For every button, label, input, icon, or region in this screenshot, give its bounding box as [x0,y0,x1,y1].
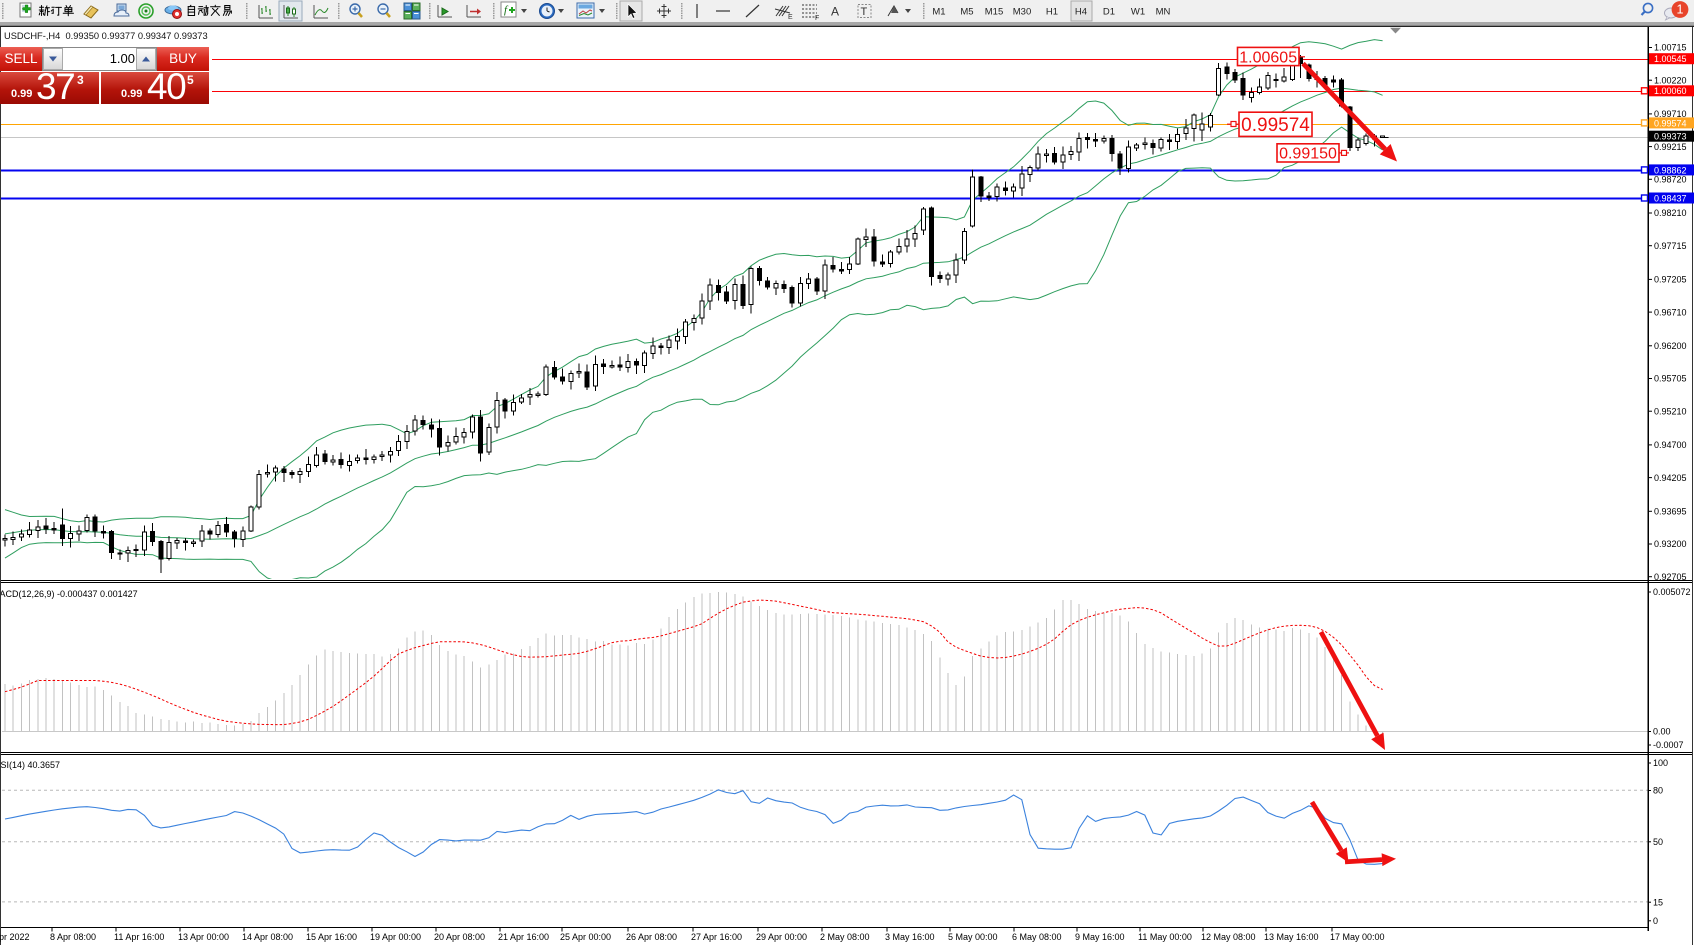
svg-text:25 Apr 00:00: 25 Apr 00:00 [560,932,611,942]
svg-text:19 Apr 00:00: 19 Apr 00:00 [370,932,421,942]
svg-text:f: f [504,4,509,16]
svg-text:11 Apr 16:00: 11 Apr 16:00 [114,932,164,942]
svg-text:2 May 08:00: 2 May 08:00 [820,932,870,942]
svg-text:0.99215: 0.99215 [1654,142,1687,152]
svg-text:0.94700: 0.94700 [1654,440,1687,450]
svg-text:80: 80 [1653,786,1663,796]
svg-text:0.94205: 0.94205 [1654,473,1687,483]
svg-text:A: A [831,5,839,19]
svg-text:0.96710: 0.96710 [1654,307,1687,317]
svg-text:0.98862: 0.98862 [1654,165,1687,175]
svg-text:1.00545: 1.00545 [1654,54,1687,64]
svg-text:9 May 16:00: 9 May 16:00 [1075,932,1125,942]
svg-text:T: T [861,6,868,18]
svg-text:0: 0 [1653,916,1658,926]
svg-text:13 Apr 00:00: 13 Apr 00:00 [178,932,229,942]
svg-text:50: 50 [1653,837,1663,847]
svg-text:1.00715: 1.00715 [1654,43,1687,53]
svg-text:15: 15 [1653,897,1663,907]
svg-text:1.00220: 1.00220 [1654,75,1687,85]
svg-text:12 May 08:00: 12 May 08:00 [1201,932,1256,942]
svg-text:-0.0007: -0.0007 [1653,740,1684,750]
svg-text:M5: M5 [960,7,973,18]
svg-text:17 May 00:00: 17 May 00:00 [1330,932,1385,942]
svg-text:100: 100 [1653,758,1668,768]
svg-text:15 Apr 16:00: 15 Apr 16:00 [306,932,357,942]
svg-text:0.98437: 0.98437 [1654,193,1687,203]
svg-text:0.93695: 0.93695 [1654,507,1687,517]
svg-text:1: 1 [1677,3,1684,17]
svg-text:0.97715: 0.97715 [1654,241,1687,251]
svg-text:0.97205: 0.97205 [1654,275,1687,285]
svg-text:0.98720: 0.98720 [1654,175,1687,185]
svg-text:RSI(14) 40.3657: RSI(14) 40.3657 [0,760,60,770]
svg-text:20 Apr 08:00: 20 Apr 08:00 [434,932,485,942]
svg-text:5 May 00:00: 5 May 00:00 [948,932,998,942]
svg-text:0.95210: 0.95210 [1654,406,1687,416]
svg-text:0.98210: 0.98210 [1654,208,1687,218]
svg-text:26 Apr 08:00: 26 Apr 08:00 [626,932,677,942]
svg-text:0.99150: 0.99150 [1279,146,1337,163]
svg-text:D1: D1 [1103,7,1115,18]
svg-text:M15: M15 [985,7,1003,18]
svg-text:8 Apr 08:00: 8 Apr 08:00 [50,932,96,942]
svg-text:F: F [815,15,819,22]
svg-text:0.93200: 0.93200 [1654,539,1687,549]
svg-text:14 Apr 08:00: 14 Apr 08:00 [242,932,293,942]
svg-text:1.00605: 1.00605 [1239,49,1297,66]
svg-text:0.005072: 0.005072 [1653,587,1691,597]
svg-text:M30: M30 [1013,7,1031,18]
svg-text:MN: MN [1156,7,1171,18]
svg-text:7 Apr 2022: 7 Apr 2022 [0,932,30,942]
svg-text:H1: H1 [1046,7,1058,18]
svg-text:0.99574: 0.99574 [1654,118,1687,128]
svg-text:11 May 00:00: 11 May 00:00 [1138,932,1192,942]
svg-text:W1: W1 [1131,7,1145,18]
svg-text:21 Apr 16:00: 21 Apr 16:00 [498,932,549,942]
svg-text:0.96200: 0.96200 [1654,341,1687,351]
svg-text:0.92705: 0.92705 [1654,572,1687,582]
svg-text:27 Apr 16:00: 27 Apr 16:00 [691,932,742,942]
svg-text:M1: M1 [932,7,945,18]
svg-text:0.95705: 0.95705 [1654,374,1687,384]
svg-text:MACD(12,26,9) -0.000437 0.0014: MACD(12,26,9) -0.000437 0.001427 [0,589,138,599]
svg-text:29 Apr 00:00: 29 Apr 00:00 [756,932,807,942]
svg-text:0.99710: 0.99710 [1654,109,1687,119]
svg-text:0.99574: 0.99574 [1241,115,1310,136]
svg-text:H4: H4 [1075,7,1087,18]
svg-text:13 May 16:00: 13 May 16:00 [1264,932,1319,942]
svg-text:3 May 16:00: 3 May 16:00 [885,932,935,942]
svg-text:0.99373: 0.99373 [1654,132,1687,142]
svg-text:E: E [788,14,793,21]
svg-text:6 May 08:00: 6 May 08:00 [1012,932,1062,942]
svg-text:1.00060: 1.00060 [1654,86,1687,96]
svg-text:0.00: 0.00 [1653,727,1671,737]
